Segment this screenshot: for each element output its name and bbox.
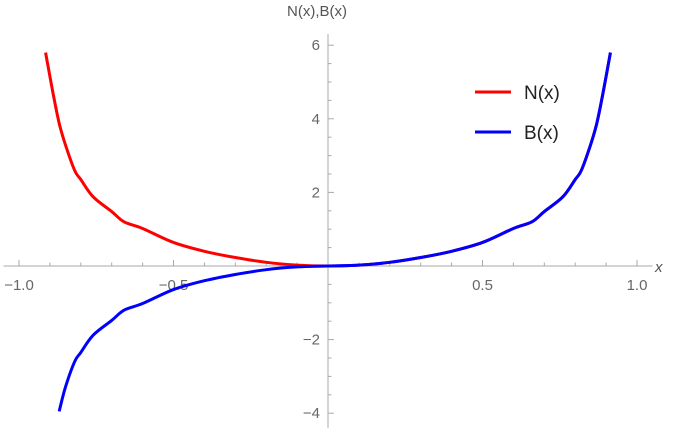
y-tick-label: 4	[312, 111, 320, 128]
legend: N(x) B(x)	[475, 83, 560, 144]
y-tick-label: 2	[312, 184, 320, 201]
x-axis-label: x	[654, 259, 663, 276]
x-tick-label: 0.5	[472, 277, 493, 294]
series-line-bx	[57, 52, 612, 412]
series-layer	[44, 52, 612, 412]
x-tick-label: −0.5	[159, 277, 189, 294]
x-tick-label: 1.0	[627, 277, 648, 294]
y-tick-label: −4	[303, 405, 320, 422]
y-tick-label: 6	[312, 37, 320, 54]
x-tick-label: −1.0	[4, 277, 34, 294]
legend-label: B(x)	[524, 123, 559, 144]
legend-label: N(x)	[524, 83, 560, 104]
axes: −1.0 −0.5 0.5 1.0 −4 −2 2 4 6	[3, 34, 653, 428]
y-tick-label: −2	[303, 332, 320, 349]
y-axis-label: N(x),B(x)	[287, 3, 347, 20]
